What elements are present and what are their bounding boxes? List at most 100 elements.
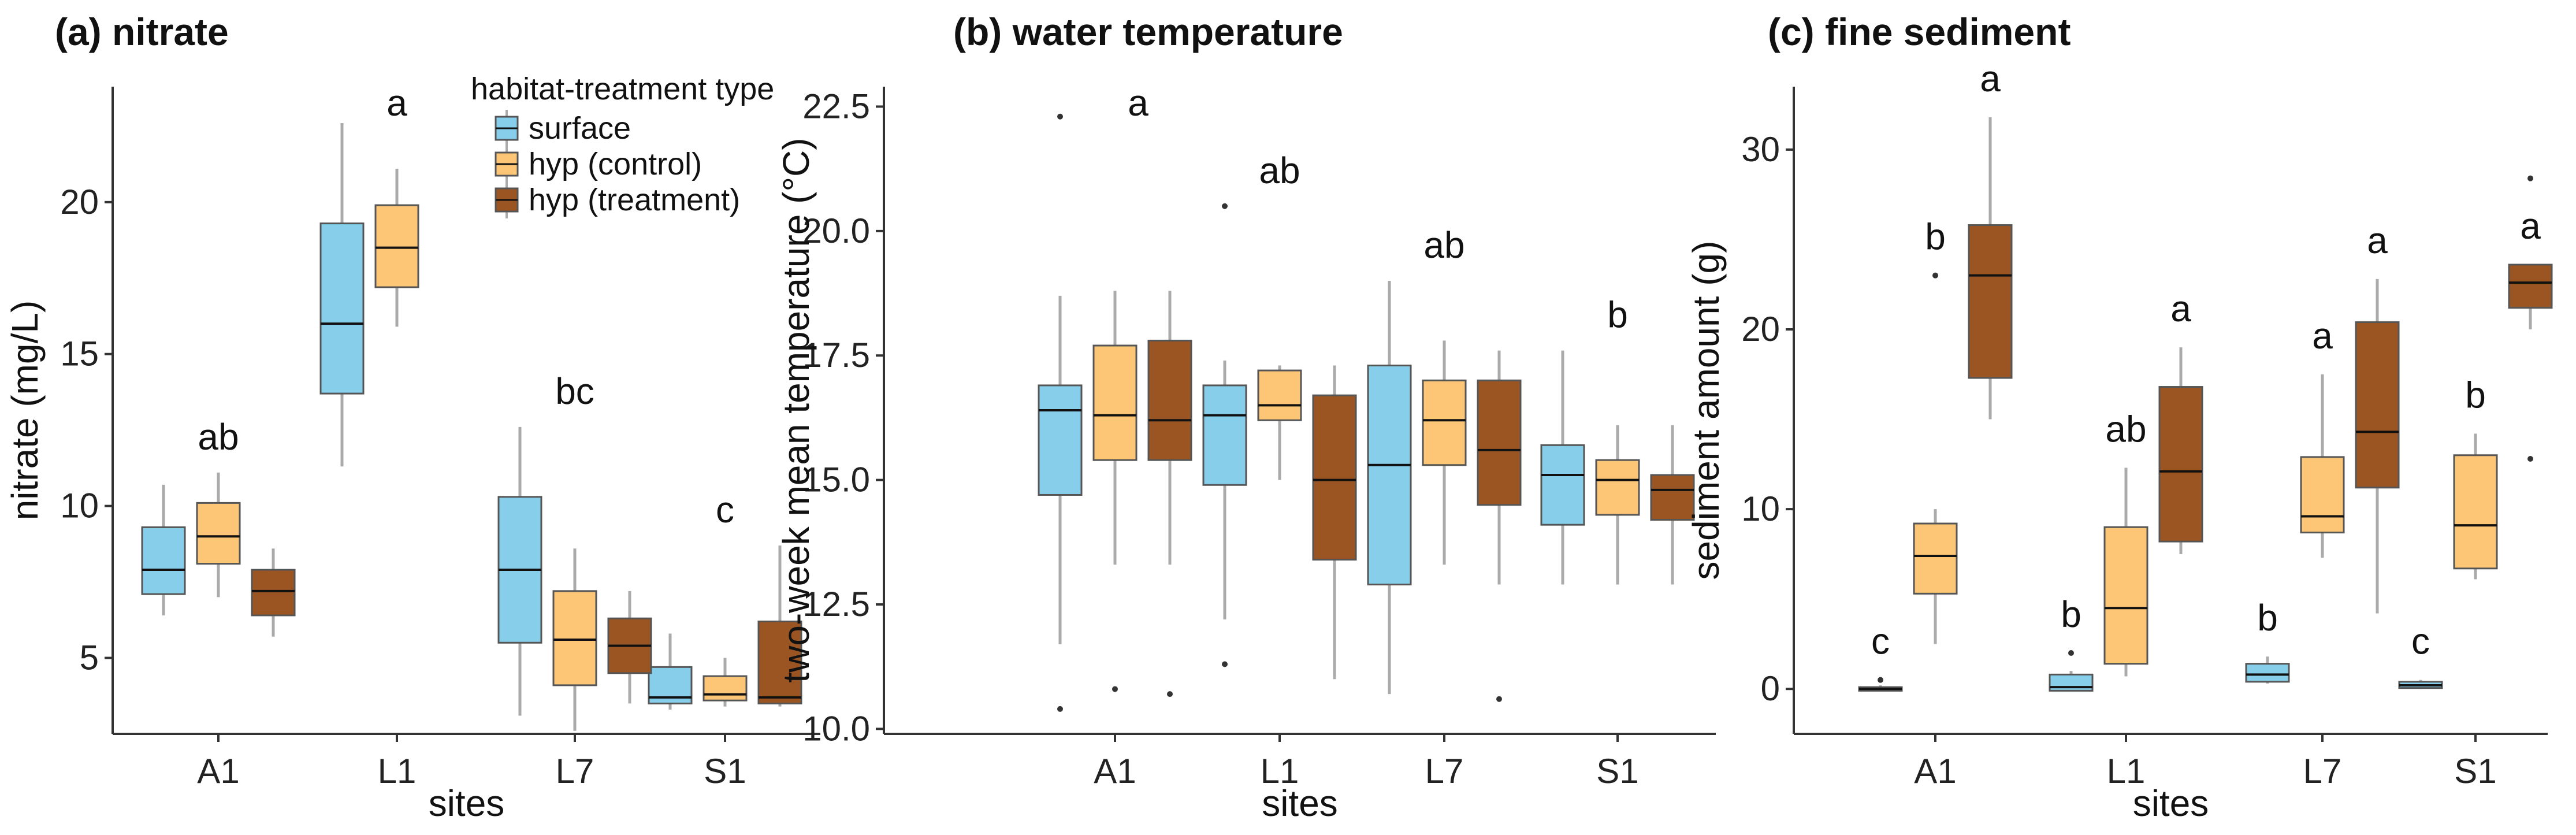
x-tick-label: S1 <box>1596 752 1638 791</box>
box-iqr <box>2049 673 2094 692</box>
x-tick-label: L1 <box>2107 752 2146 791</box>
outlier-point <box>1932 272 1938 279</box>
significance-label: a <box>1980 58 2001 99</box>
significance-label: b <box>1925 216 1946 258</box>
box-hyp-control--l7 <box>2300 374 2345 558</box>
box-hyp-control--l7 <box>1422 340 1467 565</box>
box-iqr <box>1422 379 1467 466</box>
box-hyp-control--a1 <box>196 472 241 598</box>
box-iqr <box>251 569 296 617</box>
significance-label: ab <box>2105 409 2146 450</box>
box-hyp-treatment--l7 <box>1477 350 1522 585</box>
outlier-point <box>2527 456 2533 462</box>
box-iqr <box>319 222 365 395</box>
box-iqr <box>141 526 186 595</box>
box-hyp-control--s1 <box>1595 425 1640 585</box>
box-iqr <box>2355 321 2400 489</box>
x-tick-label: L7 <box>2303 752 2342 791</box>
box-iqr <box>196 502 241 565</box>
legend-title: habitat-treatment type <box>471 72 774 106</box>
significance-label: a <box>386 82 407 124</box>
box-hyp-control--l1 <box>374 168 419 327</box>
significance-label: b <box>2465 374 2486 415</box>
box-surface-l1 <box>1202 360 1247 619</box>
y-tick-label: 20 <box>60 183 99 221</box>
significance-label: b <box>2257 597 2278 639</box>
box-iqr <box>1968 224 2013 379</box>
box-surface-s1 <box>648 633 693 710</box>
box-hyp-control--a1 <box>1913 509 1958 644</box>
box-hyp-control--l1 <box>1257 365 1302 480</box>
outlier-point <box>1057 706 1063 712</box>
x-tick-label: A1 <box>1914 752 1956 791</box>
panel-2: (b) water temperature 10.0 12.5 15.0 17.5 20.… <box>775 10 1716 824</box>
box-iqr <box>1257 369 1302 421</box>
box-hyp-treatment--l1 <box>2158 347 2203 554</box>
outlier-point <box>2527 175 2533 181</box>
x-axis-label: sites <box>1262 782 1338 824</box>
box-surface-l7 <box>497 426 542 716</box>
outlier-point <box>1222 661 1228 667</box>
box-iqr <box>2508 264 2553 309</box>
box-hyp-treatment--a1 <box>1147 291 1192 565</box>
significance-label: b <box>1607 294 1628 336</box>
outlier-point <box>1222 203 1228 209</box>
box-surface-l7 <box>2245 656 2290 684</box>
y-tick-label: 20.0 <box>802 211 870 250</box>
legend-label: hyp (treatment) <box>529 183 740 217</box>
box-iqr <box>2300 456 2345 534</box>
x-tick-label: L7 <box>556 752 594 791</box>
box-surface-l1 <box>2049 671 2094 692</box>
legend-key-control <box>495 146 519 183</box>
box-iqr <box>1092 344 1138 461</box>
outlier-point <box>2068 650 2074 656</box>
box-iqr <box>2103 526 2148 665</box>
x-tick-label: S1 <box>2454 752 2496 791</box>
x-tick-label: L1 <box>1261 752 1299 791</box>
significance-label: ab <box>198 416 239 458</box>
significance-label: ab <box>1423 224 1464 266</box>
box-iqr <box>1367 364 1412 586</box>
x-tick-label: L7 <box>1425 752 1464 791</box>
significance-label: c <box>1871 621 1890 662</box>
y-tick-label: 17.5 <box>802 336 870 374</box>
significance-label: a <box>2520 205 2541 247</box>
box-iqr <box>1038 384 1083 496</box>
legend-key-treatment <box>495 181 519 218</box>
box-iqr <box>1147 339 1192 461</box>
outlier-point <box>1496 696 1502 702</box>
box-surface-s1 <box>2398 680 2443 689</box>
box-hyp-treatment--l1 <box>1312 365 1357 680</box>
y-tick-label: 12.5 <box>802 585 870 624</box>
box-iqr <box>1477 379 1522 506</box>
legend-label: hyp (control) <box>529 147 702 181</box>
box-iqr <box>552 590 597 686</box>
significance-label: a <box>2312 315 2333 357</box>
box-hyp-control--s1 <box>702 658 748 707</box>
panel-1: (a) nitrate 5 10 15 20 nitrate (mg/L) A1 L1 L7 S1… <box>4 10 820 824</box>
box-iqr <box>2453 454 2498 570</box>
x-tick-label: A1 <box>1094 752 1136 791</box>
box-hyp-treatment--a1 <box>1968 117 2013 420</box>
y-tick-label: 10 <box>1741 489 1780 528</box>
legend-key-surface <box>495 110 519 147</box>
box-iqr <box>757 620 802 704</box>
box-surface-l7 <box>1367 281 1412 695</box>
y-tick-label: 20 <box>1741 310 1780 348</box>
box-iqr <box>1312 394 1357 561</box>
box-iqr <box>702 675 748 702</box>
y-axis-label: nitrate (mg/L) <box>4 300 46 521</box>
box-hyp-treatment--l7 <box>2355 279 2400 614</box>
panel-title: (a) nitrate <box>55 10 229 53</box>
box-hyp-treatment--s1 <box>1650 425 1695 585</box>
panel-title: (c) fine sediment <box>1768 10 2071 53</box>
significance-label: c <box>2411 621 2430 662</box>
box-iqr <box>1913 522 1958 595</box>
x-axis-label: sites <box>2133 782 2209 824</box>
box-hyp-treatment--s1 <box>757 545 802 707</box>
x-tick-label: L1 <box>378 752 417 791</box>
y-tick-label: 10.0 <box>802 709 870 748</box>
box-surface-s1 <box>1540 350 1585 585</box>
outlier-point <box>1112 686 1118 692</box>
y-tick-label: 10 <box>60 487 99 525</box>
